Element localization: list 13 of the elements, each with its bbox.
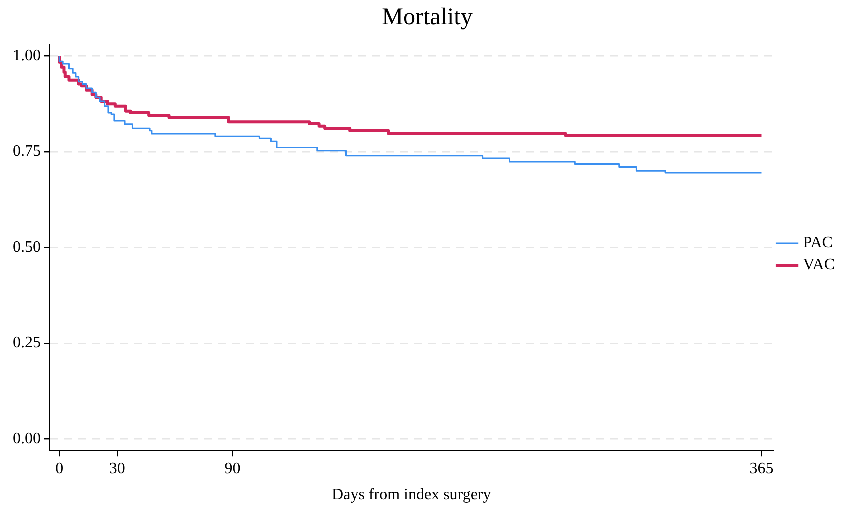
y-tick-label: 0.75	[13, 143, 41, 160]
x-tick-label: 30	[109, 460, 126, 478]
x-tick-label: 365	[750, 460, 774, 478]
legend-label: PAC	[803, 234, 833, 252]
y-tick-label: 0.25	[13, 334, 41, 352]
y-tick-label: 0.00	[13, 430, 41, 448]
chart-title: Mortality	[382, 4, 473, 31]
x-tick-label: 0	[56, 460, 64, 478]
y-tick-label: 1.00	[13, 47, 41, 64]
y-tick-label: 0.50	[13, 238, 41, 256]
legend-label: VAC	[803, 256, 835, 274]
x-axis-title: Days from index surgery	[332, 486, 492, 504]
x-tick-label: 90	[224, 460, 241, 478]
